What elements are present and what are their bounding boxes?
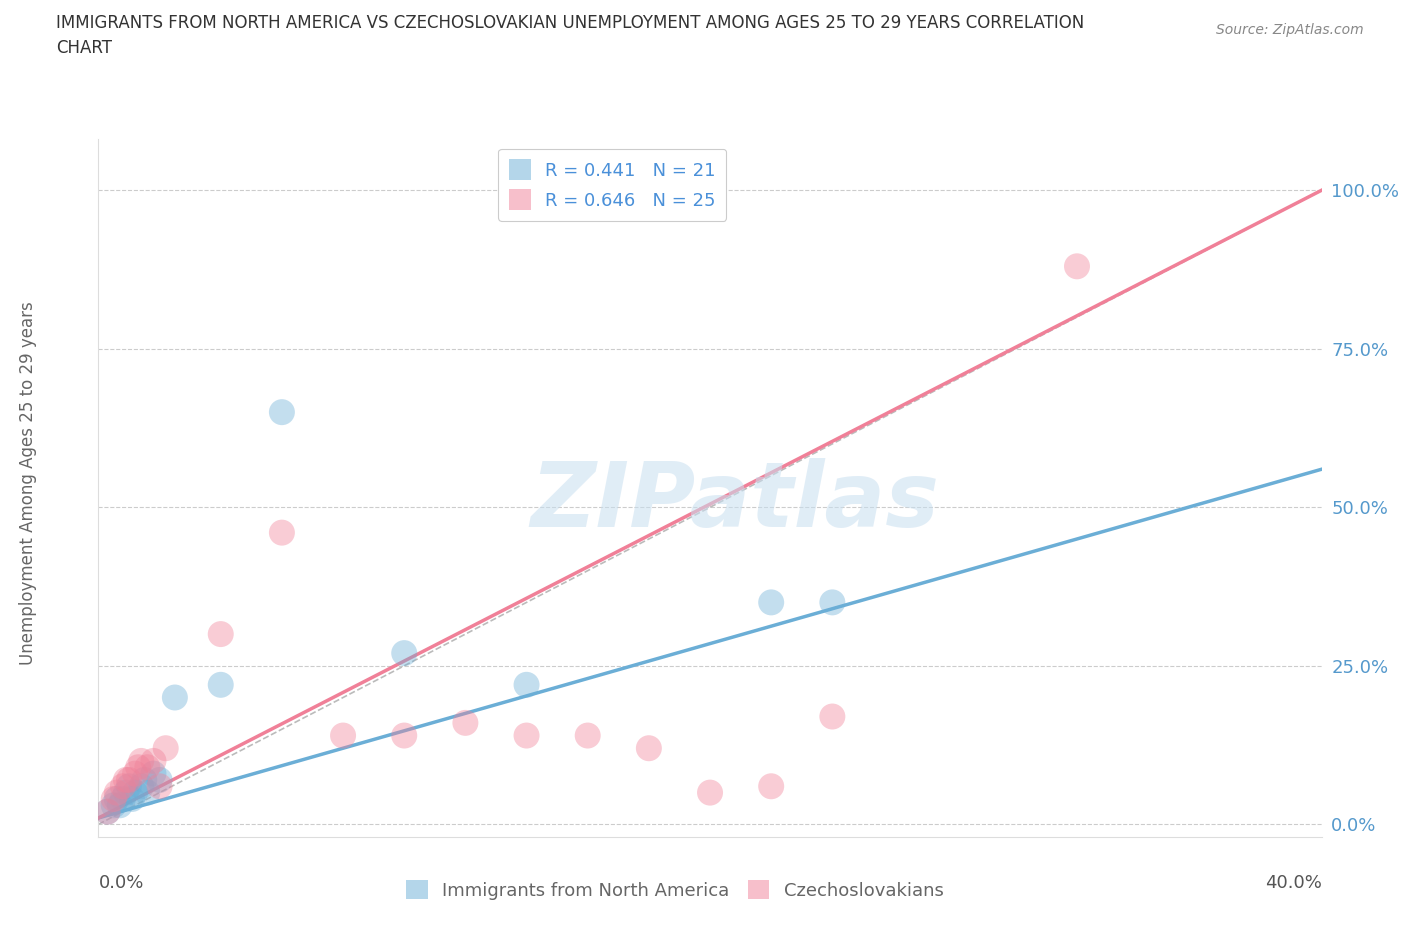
Point [270, 525, 292, 540]
Point [759, 778, 782, 793]
Point [105, 791, 128, 806]
Point [149, 778, 172, 793]
Point [142, 766, 165, 781]
Point [118, 778, 141, 793]
Point [576, 728, 599, 743]
Point [699, 785, 721, 800]
Point [115, 785, 138, 800]
Point [332, 728, 354, 743]
Point [97, 804, 120, 819]
Text: CHART: CHART [56, 39, 112, 57]
Text: Unemployment Among Ages 25 to 29 years: Unemployment Among Ages 25 to 29 years [20, 301, 37, 666]
Legend: R = 0.441   N = 21, R = 0.646   N = 25: R = 0.441 N = 21, R = 0.646 N = 25 [498, 149, 727, 221]
Point [392, 645, 416, 660]
Point [105, 785, 128, 800]
Point [103, 791, 125, 806]
Legend: Immigrants from North America, Czechoslovakians: Immigrants from North America, Czechoslo… [399, 873, 950, 907]
Point [821, 595, 844, 610]
Text: Source: ZipAtlas.com: Source: ZipAtlas.com [1216, 23, 1364, 37]
Text: 0.0%: 0.0% [98, 874, 143, 892]
Point [270, 405, 292, 419]
Point [129, 778, 152, 793]
Point [118, 773, 141, 788]
Point [142, 753, 165, 768]
Point [121, 791, 143, 806]
Point [516, 728, 538, 743]
Point [1066, 259, 1088, 273]
Text: ZIPatlas: ZIPatlas [530, 458, 939, 546]
Point [759, 595, 782, 610]
Text: 40.0%: 40.0% [1265, 874, 1322, 892]
Point [134, 773, 156, 788]
Point [111, 778, 134, 793]
Point [127, 760, 149, 775]
Point [392, 728, 416, 743]
Point [163, 690, 186, 705]
Point [209, 677, 232, 692]
Point [103, 798, 125, 813]
Point [97, 804, 120, 819]
Point [108, 798, 131, 813]
Point [115, 773, 138, 788]
Text: IMMIGRANTS FROM NORTH AMERICA VS CZECHOSLOVAKIAN UNEMPLOYMENT AMONG AGES 25 TO 2: IMMIGRANTS FROM NORTH AMERICA VS CZECHOS… [56, 14, 1084, 32]
Point [209, 627, 232, 642]
Point [124, 785, 146, 800]
Point [124, 766, 146, 781]
Point [136, 760, 159, 775]
Point [637, 741, 661, 756]
Point [149, 773, 172, 788]
Point [155, 741, 177, 756]
Point [136, 785, 159, 800]
Point [821, 709, 844, 724]
Point [454, 715, 477, 730]
Point [516, 677, 538, 692]
Point [111, 791, 134, 806]
Point [129, 753, 152, 768]
